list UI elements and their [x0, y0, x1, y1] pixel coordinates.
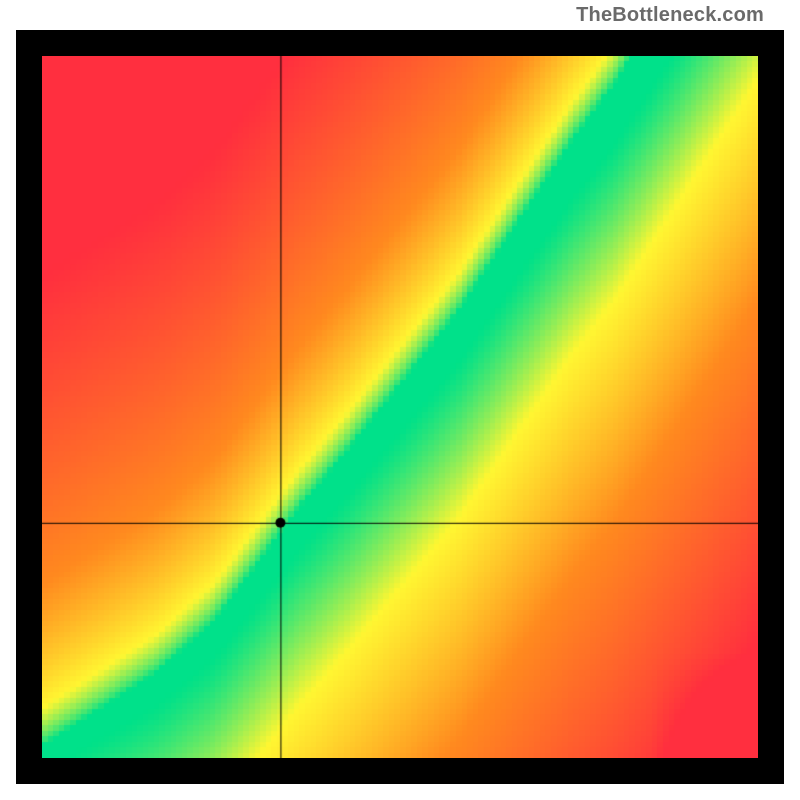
heatmap-plot — [42, 56, 758, 758]
heatmap-canvas — [42, 56, 758, 758]
chart-frame — [16, 30, 784, 784]
watermark-text: TheBottleneck.com — [576, 4, 764, 27]
